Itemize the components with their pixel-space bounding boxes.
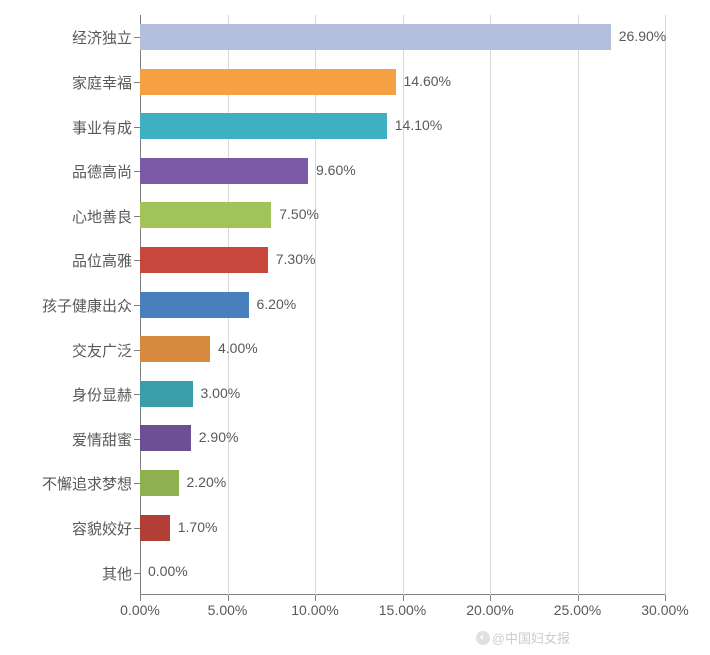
value-label: 4.00% (218, 340, 258, 356)
watermark: ◐ @中国妇女报 (476, 628, 570, 647)
category-label: 经济独立 (2, 27, 132, 48)
watermark-text: @中国妇女报 (492, 628, 570, 647)
value-label: 6.20% (257, 296, 297, 312)
category-label: 不懈追求梦想 (2, 473, 132, 494)
bar (140, 158, 308, 184)
x-tick (315, 595, 316, 601)
x-tick (140, 595, 141, 601)
x-tick-label: 20.00% (466, 602, 513, 618)
category-label: 家庭幸福 (2, 72, 132, 93)
category-label: 品德高尚 (2, 161, 132, 182)
bar (140, 470, 179, 496)
bar (140, 515, 170, 541)
weibo-icon: ◐ (476, 631, 490, 645)
bar-row: 3.00% (140, 372, 665, 417)
x-tick (403, 595, 404, 601)
value-label: 14.10% (395, 117, 442, 133)
value-label: 14.60% (404, 73, 451, 89)
category-label: 品位高雅 (2, 250, 132, 271)
bar-row: 4.00% (140, 327, 665, 372)
x-tick-label: 30.00% (641, 602, 688, 618)
bar (140, 381, 193, 407)
x-tick-label: 0.00% (120, 602, 160, 618)
category-label: 身份显赫 (2, 384, 132, 405)
value-label: 7.30% (276, 251, 316, 267)
bar-row: 2.20% (140, 461, 665, 506)
x-tick-label: 25.00% (554, 602, 601, 618)
bar-row: 14.60% (140, 60, 665, 105)
category-label: 交友广泛 (2, 340, 132, 361)
bar (140, 336, 210, 362)
bar (140, 24, 611, 50)
plot-area: 26.90% 14.60% 14.10% 9.60% 7.50% 7.30% 6.20% 4.… (140, 15, 665, 595)
bar (140, 292, 249, 318)
bar-row: 1.70% (140, 506, 665, 551)
value-label: 3.00% (201, 385, 241, 401)
bar-row: 7.50% (140, 193, 665, 238)
bar (140, 247, 268, 273)
category-label: 孩子健康出众 (2, 295, 132, 316)
bar-row: 26.90% (140, 15, 665, 60)
x-tick-label: 5.00% (208, 602, 248, 618)
x-tick-label: 15.00% (379, 602, 426, 618)
bar (140, 425, 191, 451)
value-label: 26.90% (619, 28, 666, 44)
value-label: 0.00% (148, 563, 188, 579)
category-label: 容貌姣好 (2, 518, 132, 539)
x-tick (228, 595, 229, 601)
bar-row: 0.00% (140, 550, 665, 595)
value-label: 9.60% (316, 162, 356, 178)
x-tick-label: 10.00% (291, 602, 338, 618)
x-tick (665, 595, 666, 601)
value-label: 2.20% (187, 474, 227, 490)
bar (140, 202, 271, 228)
bar-row: 9.60% (140, 149, 665, 194)
bar (140, 113, 387, 139)
category-label: 心地善良 (2, 206, 132, 227)
bar (140, 69, 396, 95)
bar-row: 6.20% (140, 283, 665, 328)
value-label: 1.70% (178, 519, 218, 535)
x-tick (490, 595, 491, 601)
category-label: 其他 (2, 563, 132, 584)
value-label: 2.90% (199, 429, 239, 445)
x-tick (578, 595, 579, 601)
category-label: 爱情甜蜜 (2, 429, 132, 450)
bar-row: 14.10% (140, 104, 665, 149)
value-label: 7.50% (279, 206, 319, 222)
chart-container: 26.90% 14.60% 14.10% 9.60% 7.50% 7.30% 6.20% 4.… (0, 0, 710, 655)
bar-row: 7.30% (140, 238, 665, 283)
category-label: 事业有成 (2, 117, 132, 138)
bar-row: 2.90% (140, 416, 665, 461)
gridline (665, 15, 666, 595)
